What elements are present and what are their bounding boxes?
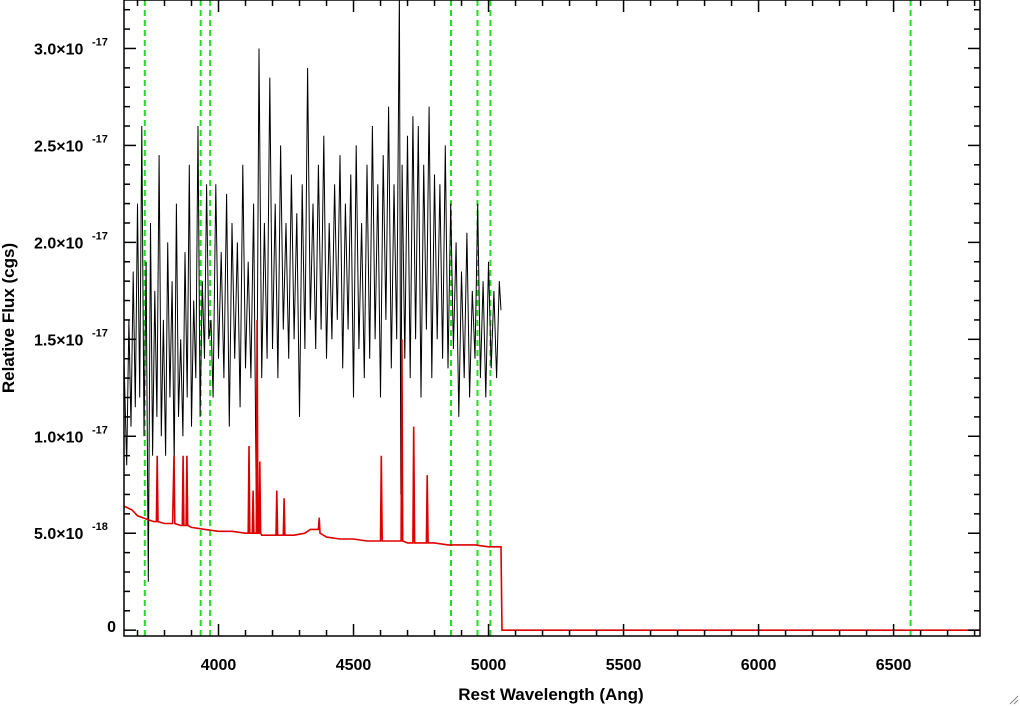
x-tick-label: 6500 [876, 657, 912, 674]
y-tick-label: 3.0×10 [34, 41, 83, 58]
y-tick-label: 1.0×10 [34, 429, 83, 446]
y-tick-label: 1.5×10 [34, 332, 83, 349]
y-axis-label: Relative Flux (cgs) [0, 243, 18, 393]
y-tick-exponent: -18 [92, 521, 108, 533]
y-tick-labels: 0 5.0×10 -18 1.0×10 -17 1.5×10 -17 2.0×10 -17 2.5… [34, 36, 116, 636]
y-tick-exponent: -17 [92, 133, 108, 145]
resize-grip-icon[interactable] [1009, 695, 1019, 705]
x-tick-label: 5500 [606, 657, 642, 674]
y-tick-exponent: -17 [92, 230, 108, 242]
y-tick-label: 2.0×10 [34, 235, 83, 252]
y-tick-label: 5.0×10 [34, 526, 83, 543]
y-tick-exponent: -17 [92, 327, 108, 339]
x-tick-label: 4500 [336, 657, 372, 674]
y-tick-label: 0 [107, 619, 116, 636]
y-tick-label: 2.5×10 [34, 138, 83, 155]
plot-area [123, 0, 981, 637]
y-tick-exponent: -17 [92, 424, 108, 436]
plot-frame [123, 0, 981, 637]
series-line-0 [123, 0, 502, 582]
x-tick-labels: 4000 4500 5000 5500 6000 6500 [201, 657, 912, 674]
x-tick-label: 5000 [471, 657, 507, 674]
x-axis-label: Rest Wavelength (Ang) [458, 685, 643, 704]
y-tick-exponent: -17 [92, 36, 108, 48]
x-tick-label: 6000 [741, 657, 777, 674]
series-line-1 [123, 319, 980, 632]
x-tick-label: 4000 [201, 657, 237, 674]
